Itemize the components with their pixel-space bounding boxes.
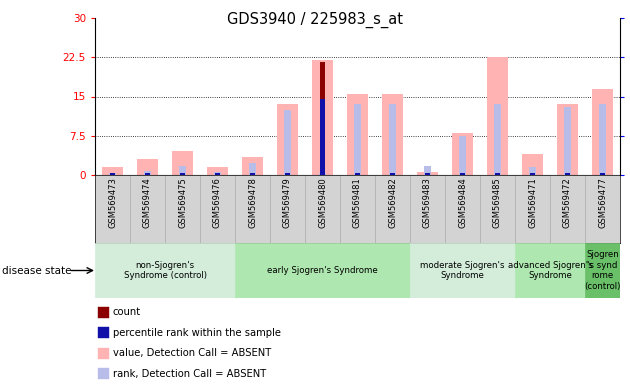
Bar <box>522 154 543 175</box>
Bar <box>235 243 410 298</box>
Text: GSM569475: GSM569475 <box>178 177 187 228</box>
Bar <box>312 60 333 175</box>
Bar <box>592 89 613 175</box>
Text: disease state: disease state <box>2 265 71 275</box>
Bar <box>382 94 403 175</box>
Bar <box>180 166 186 175</box>
Text: GSM569473: GSM569473 <box>108 177 117 228</box>
Bar <box>389 104 396 175</box>
Text: GSM569476: GSM569476 <box>213 177 222 228</box>
Text: advanced Sjogren's
Syndrome: advanced Sjogren's Syndrome <box>508 261 592 280</box>
Bar <box>354 104 360 175</box>
Bar <box>242 157 263 175</box>
Text: value, Detection Call = ABSENT: value, Detection Call = ABSENT <box>113 348 271 358</box>
Bar <box>98 348 109 359</box>
Bar <box>146 174 149 175</box>
Text: GSM569481: GSM569481 <box>353 177 362 228</box>
Bar <box>391 174 394 175</box>
Bar <box>321 99 324 175</box>
Text: GSM569483: GSM569483 <box>423 177 432 228</box>
Bar <box>564 107 571 175</box>
Bar <box>277 104 298 175</box>
Text: rank, Detection Call = ABSENT: rank, Detection Call = ABSENT <box>113 369 266 379</box>
Bar <box>180 174 185 175</box>
Bar <box>95 243 235 298</box>
Bar <box>250 174 255 175</box>
Bar <box>459 136 466 175</box>
Bar <box>347 94 368 175</box>
Text: percentile rank within the sample: percentile rank within the sample <box>113 328 281 338</box>
Bar <box>585 243 620 298</box>
Bar <box>207 167 228 175</box>
Bar <box>319 63 325 175</box>
Bar <box>137 159 158 175</box>
Bar <box>461 174 464 175</box>
Bar <box>110 174 116 175</box>
Bar <box>565 174 570 175</box>
Bar <box>144 171 151 175</box>
Bar <box>487 57 508 175</box>
Text: GSM569485: GSM569485 <box>493 177 502 228</box>
Text: GSM569482: GSM569482 <box>388 177 397 228</box>
Bar <box>284 109 290 175</box>
Bar <box>530 174 535 175</box>
Bar <box>557 104 578 175</box>
Bar <box>98 368 109 379</box>
Text: GSM569484: GSM569484 <box>458 177 467 228</box>
Text: GSM569477: GSM569477 <box>598 177 607 228</box>
Text: GSM569472: GSM569472 <box>563 177 572 228</box>
Bar <box>599 104 605 175</box>
Text: GDS3940 / 225983_s_at: GDS3940 / 225983_s_at <box>227 12 403 28</box>
Bar <box>452 133 473 175</box>
Bar <box>285 174 290 175</box>
Text: GSM569474: GSM569474 <box>143 177 152 228</box>
Bar <box>214 172 220 175</box>
Bar <box>495 104 501 175</box>
Bar <box>425 166 431 175</box>
Bar <box>110 174 115 175</box>
Bar <box>172 151 193 175</box>
Bar <box>98 328 109 338</box>
Bar <box>249 164 256 175</box>
Text: count: count <box>113 307 141 317</box>
Text: moderate Sjogren's
Syndrome: moderate Sjogren's Syndrome <box>420 261 505 280</box>
Text: GSM569471: GSM569471 <box>528 177 537 228</box>
Text: Sjogren
's synd
rome
(control): Sjogren 's synd rome (control) <box>584 250 621 291</box>
Bar <box>355 174 360 175</box>
Bar <box>515 243 585 298</box>
Bar <box>102 167 123 175</box>
Bar <box>495 174 500 175</box>
Bar <box>319 174 326 175</box>
Bar <box>417 172 438 175</box>
Bar <box>410 243 515 298</box>
Text: GSM569480: GSM569480 <box>318 177 327 228</box>
Bar <box>600 174 605 175</box>
Bar <box>425 174 430 175</box>
Text: early Sjogren's Syndrome: early Sjogren's Syndrome <box>267 266 378 275</box>
Text: GSM569478: GSM569478 <box>248 177 257 228</box>
Text: non-Sjogren's
Syndrome (control): non-Sjogren's Syndrome (control) <box>123 261 207 280</box>
Bar <box>215 174 220 175</box>
Bar <box>529 167 535 175</box>
Text: GSM569479: GSM569479 <box>283 177 292 228</box>
Bar <box>98 307 109 318</box>
